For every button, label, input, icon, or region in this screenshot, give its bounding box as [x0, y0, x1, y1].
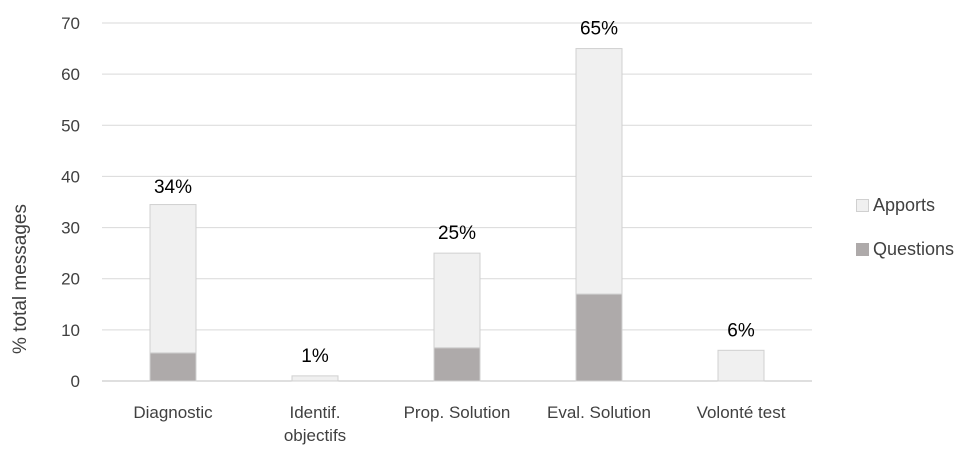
bar-segment-questions	[575, 293, 623, 382]
y-tick-label: 20	[61, 270, 80, 289]
bar-segment-apports	[717, 349, 765, 382]
legend-item-questions: Questions	[856, 236, 954, 262]
data-label: 25%	[438, 223, 476, 244]
x-category-label: Diagnostic	[133, 403, 213, 422]
x-category-label: Identif.	[289, 403, 340, 422]
bar-segment-apports	[433, 252, 481, 349]
data-label: 34%	[154, 177, 192, 198]
x-axis-labels: Diagnostic Identif. objectifs Prop. Solutio…	[133, 403, 785, 445]
data-label: 1%	[301, 346, 329, 367]
bar-segment-apports	[291, 375, 339, 382]
legend-swatch-apports	[856, 198, 869, 212]
y-axis-label: % total messages	[10, 204, 31, 354]
bar-segment-apports	[149, 204, 197, 354]
legend-label-apports: Apports	[873, 194, 936, 215]
y-tick-label: 50	[61, 116, 80, 135]
legend-swatch-questions	[856, 242, 869, 256]
bar-segment-questions	[433, 347, 481, 382]
legend: Apports Questions	[856, 192, 954, 280]
legend-item-apports: Apports	[856, 192, 954, 218]
y-axis-ticks: 0 10 20 30 40 50 60 70	[61, 14, 80, 391]
x-category-label: objectifs	[284, 426, 346, 445]
bar-segment-questions	[149, 352, 197, 382]
bar-segment-apports	[575, 48, 623, 295]
y-tick-label: 10	[61, 321, 80, 340]
x-category-label: Eval. Solution	[547, 403, 651, 422]
y-tick-label: 30	[61, 219, 80, 238]
data-label: 65%	[580, 19, 618, 40]
data-labels: 34% 1% 25% 65% 6%	[154, 19, 755, 367]
x-category-label: Volonté test	[697, 403, 786, 422]
legend-label-questions: Questions	[873, 238, 955, 259]
y-tick-label: 60	[61, 65, 80, 84]
data-label: 6%	[727, 320, 755, 341]
bars	[149, 48, 765, 382]
x-category-label: Prop. Solution	[404, 403, 511, 422]
y-tick-label: 40	[61, 167, 80, 186]
y-tick-label: 0	[71, 372, 80, 391]
y-tick-label: 70	[61, 14, 80, 33]
